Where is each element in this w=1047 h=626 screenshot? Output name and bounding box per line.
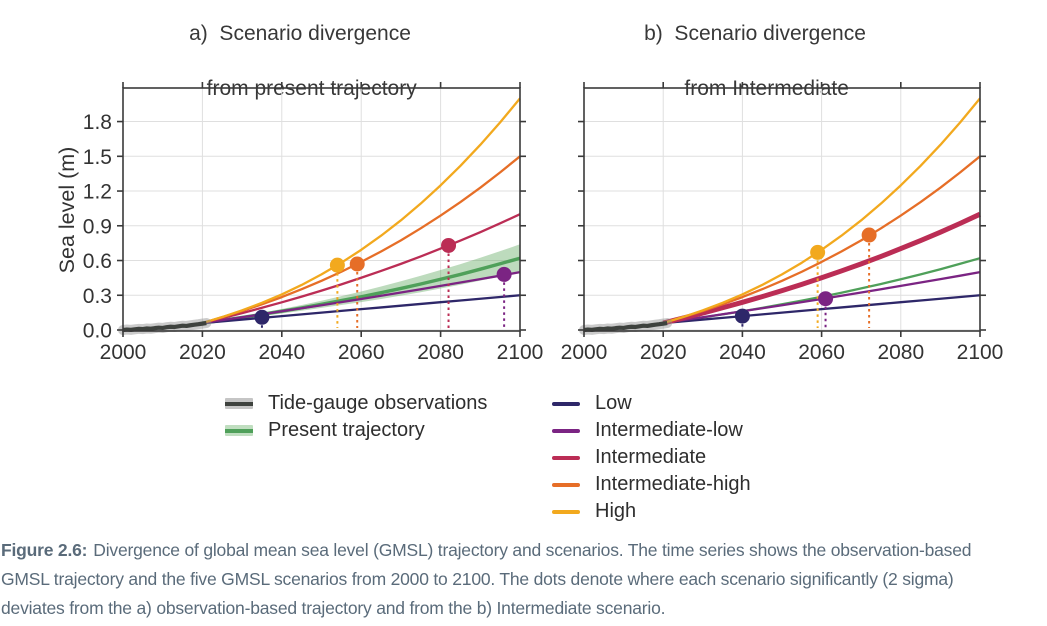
x-tick-label: 2100 <box>497 341 544 364</box>
divergence-dot-intermediate <box>441 237 457 253</box>
panel-a: 2000 2020 2040 2060 2080 2100 0.0 0.3 0.6 0.9 1.2 1… <box>55 82 543 364</box>
tide-gauge-observations-line <box>122 320 207 333</box>
legend-label-intermediate-high: Intermediate-high <box>595 473 751 495</box>
caption-line-1: Figure 2.6: Divergence of global mean sea… <box>1 540 972 560</box>
x-tick-label: 2060 <box>798 341 845 364</box>
plot-frame <box>122 87 521 332</box>
legend-label-intermediate: Intermediate <box>595 446 707 468</box>
x-tick-label: 2060 <box>338 341 385 364</box>
legend-item-trajectory: Present trajectory <box>225 417 487 444</box>
x-tick-label: 2000 <box>100 341 147 364</box>
y-tick-label: 0.6 <box>83 250 112 273</box>
divergence-dot-intermediate-low <box>496 266 512 282</box>
divergence-dot-intermediate-low <box>818 291 834 307</box>
legend-scenarios: Low Intermediate-low Intermediate Interm… <box>552 390 751 525</box>
divergence-dot-high <box>810 244 826 260</box>
intermediate-swatch-icon <box>552 455 580 460</box>
legend-item-observations: Tide-gauge observations <box>225 390 487 417</box>
x-tick-label: 2040 <box>258 341 305 364</box>
x-tick-label: 2040 <box>719 341 766 364</box>
y-tick-label: 0.9 <box>83 215 112 238</box>
x-tick-label: 2080 <box>877 341 924 364</box>
tide-gauge-observations-line <box>583 320 668 333</box>
y-tick-label: 0.0 <box>83 320 112 343</box>
legend-bands: Tide-gauge observations Present trajecto… <box>225 390 487 444</box>
plot-frame <box>583 87 981 332</box>
y-tick-label: 1.2 <box>83 181 112 204</box>
caption-line-2: GMSL trajectory and the five GMSL scenar… <box>1 569 954 589</box>
intermediate-low-swatch-icon <box>552 428 580 433</box>
x-tick-label: 2020 <box>640 341 687 364</box>
high-swatch-icon <box>552 509 580 514</box>
y-tick-label: 0.3 <box>83 285 112 308</box>
panel-a-title-line1: a) Scenario divergence <box>189 22 411 45</box>
x-tick-label: 2100 <box>957 341 1004 364</box>
divergence-dot-intermediate-high <box>349 256 365 272</box>
legend-label-intermediate-low: Intermediate-low <box>595 419 743 441</box>
legend-label-high: High <box>595 500 637 522</box>
legend-item-low: Low <box>552 390 751 417</box>
y-axis-title: Sea level (m) <box>55 147 79 274</box>
legend-label-observations: Tide-gauge observations <box>268 392 488 414</box>
low-swatch-icon <box>552 401 580 406</box>
y-tick-label: 1.5 <box>83 146 112 169</box>
divergence-dot-low <box>254 309 270 325</box>
y-tick-label: 1.8 <box>83 111 112 134</box>
divergence-dot-intermediate-high <box>861 227 877 243</box>
panel-b-title: b) Scenario divergence from Intermediate <box>560 20 950 102</box>
figure-caption: Figure 2.6: Divergence of global mean sea… <box>1 536 1045 623</box>
legend-item-intermediate: Intermediate <box>552 444 751 471</box>
divergence-dot-low <box>734 308 750 324</box>
series-line-intermediate-high <box>662 155 981 325</box>
x-tick-label: 2080 <box>417 341 464 364</box>
panel-b-title-line1: b) Scenario divergence <box>644 22 866 45</box>
series-line-high <box>202 97 521 325</box>
panel-b: 2000 2020 2040 2060 2080 2100 <box>561 82 1004 364</box>
tide-gauge-swatch-icon <box>225 398 253 409</box>
divergence-dot-high <box>329 257 345 273</box>
caption-line-3: deviates from the a) observation-based t… <box>1 598 666 618</box>
x-tick-label: 2000 <box>561 341 608 364</box>
present-trajectory-swatch-icon <box>225 425 253 436</box>
legend-label-trajectory: Present trajectory <box>268 419 425 441</box>
legend-item-intermediate-high: Intermediate-high <box>552 471 751 498</box>
legend-item-intermediate-low: Intermediate-low <box>552 417 751 444</box>
x-tick-label: 2020 <box>179 341 226 364</box>
legend-item-high: High <box>552 498 751 525</box>
caption-figure-label: Figure 2.6: <box>1 540 88 560</box>
series-line-intermediate <box>202 213 521 325</box>
intermediate-high-swatch-icon <box>552 482 580 487</box>
series-line-low <box>663 294 981 325</box>
legend-label-low: Low <box>595 392 632 414</box>
series-line-intermediate <box>662 211 982 326</box>
